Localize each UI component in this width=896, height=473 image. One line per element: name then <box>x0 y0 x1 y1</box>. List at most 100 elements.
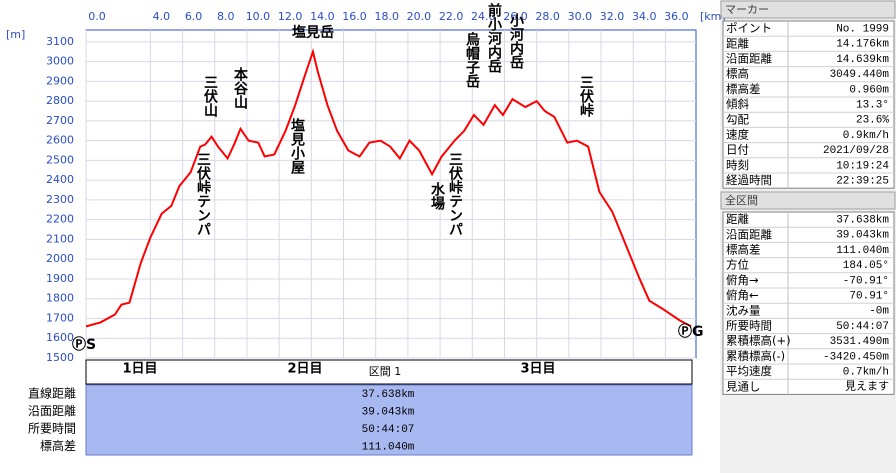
row-label: 俯角← <box>726 288 759 302</box>
row-value: 50:44:07 <box>836 321 889 333</box>
row-label: 累積標高(+) <box>726 334 791 348</box>
row-value: 23.6% <box>856 115 889 127</box>
summary-value: 111.040m <box>362 441 415 453</box>
y-tick-label: 2400 <box>46 173 74 186</box>
y-tick-label: 2700 <box>46 114 74 127</box>
row-label: 速度 <box>726 128 749 142</box>
row-value: 14.176km <box>836 39 889 51</box>
x-tick-label: 20.0 <box>407 10 432 23</box>
x-tick-label: 32.0 <box>600 10 625 23</box>
row-label: 標高 <box>726 67 749 81</box>
annotation: 本谷山 <box>232 66 248 110</box>
x-tick-label: 6.0 <box>185 10 203 23</box>
panel-title: 全区間 <box>725 193 758 207</box>
y-axis-label: [m] <box>6 28 25 41</box>
row-value: 0.9km/h <box>843 130 889 142</box>
x-tick-label: 12.0 <box>278 10 303 23</box>
row-label: 俯角→ <box>726 273 759 287</box>
row-label: ポイント <box>726 21 772 35</box>
summary-band <box>85 384 693 456</box>
x-tick-label: 34.0 <box>632 10 657 23</box>
panel-table <box>722 20 895 189</box>
x-tick-label: 14.0 <box>310 10 335 23</box>
summary-label: 標高差 <box>40 438 76 453</box>
annotation: 前小河内岳 <box>486 2 502 74</box>
row-label: 所要時間 <box>726 319 772 333</box>
x-tick-label: 26.0 <box>503 10 528 23</box>
row-label: 傾斜 <box>726 97 749 111</box>
annotation: 三伏峠テンパ <box>195 152 211 236</box>
row-label: 標高差 <box>726 82 761 96</box>
summary-label: 直線距離 <box>28 386 76 401</box>
row-value: 111.040m <box>836 245 889 257</box>
row-label: 沈み量 <box>726 303 761 317</box>
row-label: 累積標高(-) <box>726 349 785 363</box>
x-tick-label: 24.0 <box>471 10 496 23</box>
x-tick-label: 22.0 <box>439 10 464 23</box>
x-axis-label: [km] <box>700 10 726 23</box>
row-value: 10:19:24 <box>836 160 889 172</box>
row-label: 距離 <box>726 36 749 50</box>
y-tick-label: 2000 <box>46 252 74 265</box>
summary-value: 50:44:07 <box>362 424 415 436</box>
panel-title: マーカー <box>725 3 769 16</box>
row-label: 沿面距離 <box>726 227 772 241</box>
y-tick-label: 3100 <box>46 35 74 48</box>
y-tick-label: 2100 <box>46 232 74 245</box>
row-value: 3049.440m <box>830 69 890 81</box>
row-label: 標高差 <box>726 243 761 257</box>
y-tick-label: 2300 <box>46 193 74 206</box>
row-value: 22:39:25 <box>836 176 889 188</box>
x-tick-label: 16.0 <box>342 10 367 23</box>
row-value: 184.05° <box>843 260 889 272</box>
y-tick-label: 2200 <box>46 213 74 226</box>
row-value: 70.91° <box>849 291 889 303</box>
row-label: 見通し <box>726 379 761 393</box>
summary-value: 39.043km <box>362 406 415 418</box>
row-value: 見えます <box>845 380 889 394</box>
row-label: 沿面距離 <box>726 52 772 66</box>
row-value: 0.960m <box>849 84 889 96</box>
annotation: 塩見小屋 <box>289 117 306 175</box>
summary-label: 沿面距離 <box>28 404 76 418</box>
row-value: 39.043km <box>836 230 889 242</box>
row-label: 距離 <box>726 212 749 226</box>
row-label: 経過時間 <box>726 173 772 187</box>
row-value: No. 1999 <box>836 24 889 36</box>
annotation: 水場 <box>429 181 445 211</box>
day-label: 1日目 <box>122 362 157 377</box>
row-value: 3531.490m <box>830 336 890 348</box>
start-label: ⓅS <box>72 336 96 353</box>
summary-label: 所要時間 <box>28 422 76 436</box>
row-value: 37.638km <box>836 215 889 227</box>
day-label: 3日目 <box>520 362 555 377</box>
row-value: 14.639km <box>836 54 889 66</box>
summary-value: 37.638km <box>362 389 415 401</box>
x-tick-label: 28.0 <box>535 10 560 23</box>
elevation-line <box>85 48 692 328</box>
x-tick-label: 0.0 <box>88 10 106 23</box>
row-label: 平均速度 <box>726 364 772 378</box>
y-tick-label: 1500 <box>46 351 74 364</box>
y-tick-label: 1600 <box>46 331 74 344</box>
y-tick-label: 1700 <box>46 311 74 324</box>
y-tick-label: 1900 <box>46 272 74 285</box>
row-value: 0.7km/h <box>843 367 889 379</box>
panel-header <box>720 0 896 19</box>
y-tick-label: 3000 <box>46 55 74 68</box>
y-tick-label: 2900 <box>46 74 74 87</box>
row-value: -3420.450m <box>823 351 889 363</box>
x-tick-label: 30.0 <box>568 10 593 23</box>
row-value: 13.3° <box>856 100 889 112</box>
row-value: 2021/09/28 <box>823 145 889 157</box>
day-bar <box>85 359 693 385</box>
annotation: 小河内岳 <box>508 13 524 70</box>
annotation: 三伏山 <box>202 75 218 118</box>
row-value: -70.91° <box>843 275 889 287</box>
day-label: 2日目 <box>287 362 322 377</box>
annotation: 塩見岳 <box>292 24 334 41</box>
x-tick-label: 8.0 <box>217 10 235 23</box>
annotation: 烏帽子岳 <box>464 31 480 89</box>
x-tick-label: 4.0 <box>153 10 171 23</box>
annotation: 三伏峠 <box>578 75 594 118</box>
